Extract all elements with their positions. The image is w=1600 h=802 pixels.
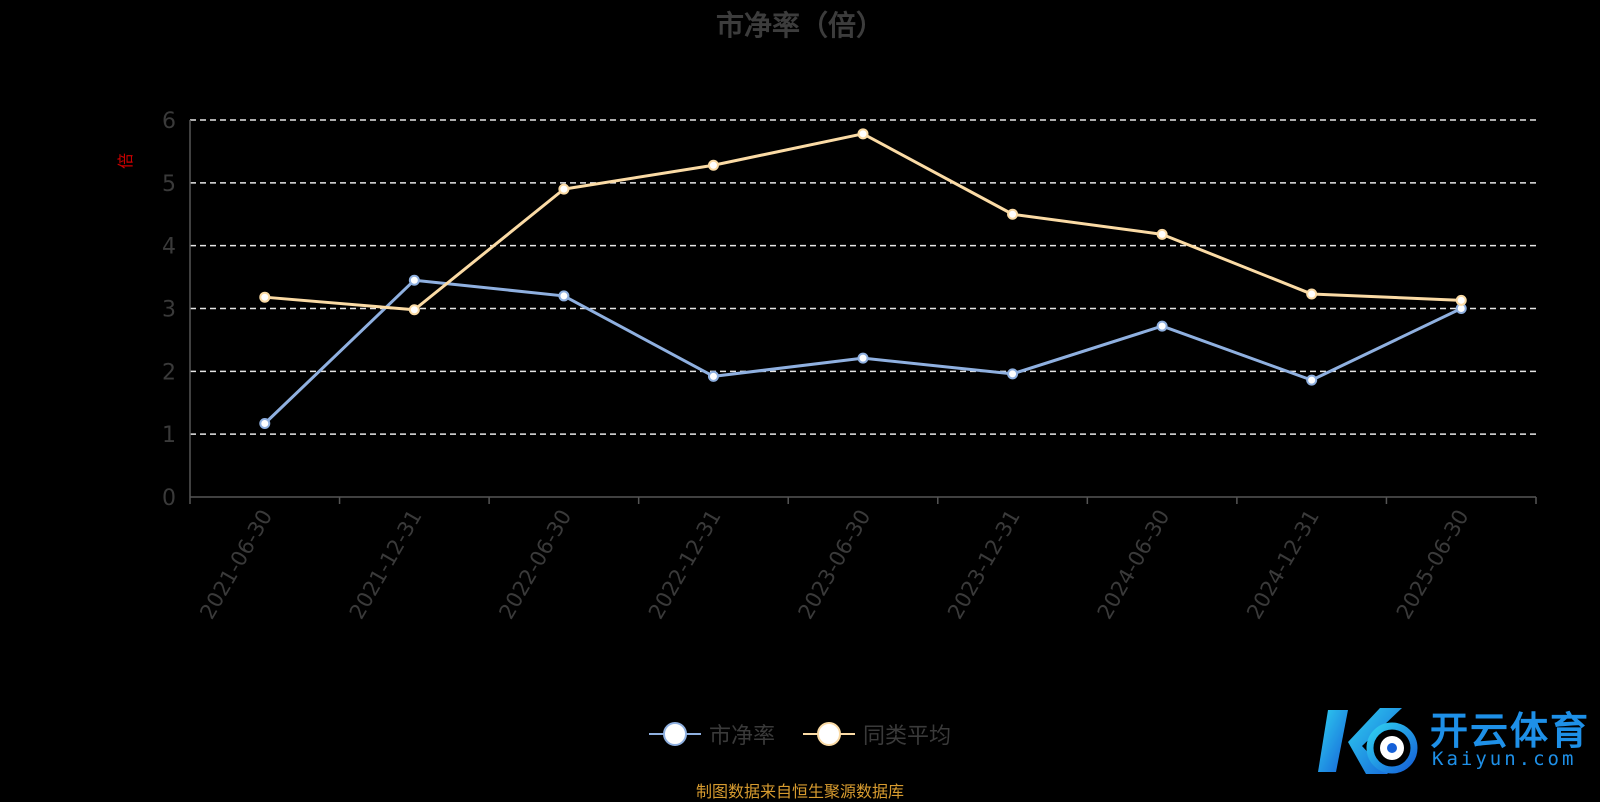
watermark-brand: 开云体育 [1430,709,1591,753]
data-point [1007,368,1019,380]
y-tick-label: 0 [162,486,176,511]
data-point [1007,208,1019,220]
series-line-0 [263,278,1462,425]
data-point [1455,294,1467,306]
watermark-site: Kaiyun.com [1432,748,1577,770]
x-tick-label: 2022-12-31 [644,506,726,624]
x-tick-label: 2024-12-31 [1242,506,1324,624]
x-tick-label: 2023-12-31 [943,506,1025,624]
x-tick-label: 2023-06-30 [794,506,876,624]
data-point [259,291,271,303]
data-point [259,417,271,429]
data-point [857,352,869,364]
chart-title: 市净率（倍） [715,9,884,42]
data-point [1306,288,1318,300]
legend-marker-peer-avg-icon [803,722,855,746]
x-tick-label: 2021-06-30 [195,506,277,624]
legend-label-pb: 市净率 [708,724,775,749]
data-point [707,159,719,171]
data-point [1156,228,1168,240]
data-point [707,370,719,382]
x-tick-label: 2025-06-30 [1392,506,1474,624]
data-point [1156,320,1168,332]
y-tick-label: 1 [162,423,176,448]
kaiyun-logo-icon [1318,708,1418,774]
x-tick-label: 2021-12-31 [345,506,427,624]
watermark-logo: 开云体育 Kaiyun.com [1318,700,1598,782]
data-point [558,290,570,302]
chart-legend: 市净率 同类平均 [0,718,1600,750]
data-point [857,128,869,140]
data-point [408,274,420,286]
data-point [558,183,570,195]
x-tick-label: 2022-06-30 [494,506,576,624]
legend-label-peer-avg: 同类平均 [863,724,952,749]
data-source-note: 制图数据来自恒生聚源数据库 [695,782,904,801]
y-tick-label: 3 [162,298,176,323]
legend-marker-pb-icon [648,722,701,746]
data-point [1306,374,1318,386]
data-point [408,304,420,316]
legend-item-pb[interactable]: 市净率 [648,718,775,750]
y-tick-label: 2 [162,360,176,385]
y-tick-label: 4 [162,235,176,260]
y-axis-label: 倍 [116,153,135,169]
y-tick-label: 5 [162,172,176,197]
x-tick-label: 2024-06-30 [1093,506,1175,624]
y-tick-label: 6 [162,109,176,134]
legend-item-peer-avg[interactable]: 同类平均 [803,718,951,750]
